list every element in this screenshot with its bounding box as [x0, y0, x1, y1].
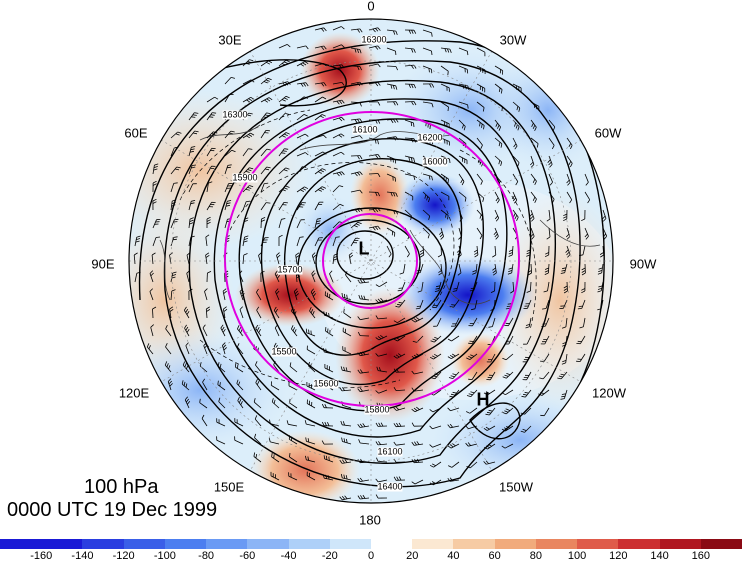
longitude-label-60w: 60W	[595, 127, 622, 140]
colorbar-segment	[701, 539, 742, 549]
colorbar-tick-label: -100	[154, 550, 176, 562]
high-pressure-marker: H	[477, 390, 490, 411]
contour-label: 16100	[377, 448, 402, 457]
colorbar-segment	[412, 539, 453, 549]
longitude-label-120w: 120W	[592, 387, 626, 400]
valid-time-label: 0000 UTC 19 Dec 1999	[7, 500, 217, 520]
colorbar-tick-label: -140	[71, 550, 93, 562]
colorbar-segment	[289, 539, 330, 549]
contour-label: 16400	[377, 483, 402, 492]
colorbar-tick-label: 20	[406, 550, 418, 562]
longitude-label-30w: 30W	[500, 34, 527, 47]
colorbar-segment	[577, 539, 618, 549]
contour-label: 15600	[313, 380, 338, 389]
contour-label: 15500	[271, 348, 296, 357]
colorbar-segment	[660, 539, 701, 549]
colorbar-segment	[165, 539, 206, 549]
colorbar-segment	[453, 539, 494, 549]
contour-label: 15700	[277, 266, 302, 275]
longitude-label-90e: 90E	[91, 258, 114, 271]
colorbar-segment	[0, 539, 41, 549]
contour-label: 15900	[232, 174, 257, 183]
longitude-label-90w: 90W	[630, 258, 657, 271]
contour-label: 16300	[222, 111, 247, 120]
colorbar-tick-label: -160	[30, 550, 52, 562]
colorbar-segment	[124, 539, 165, 549]
colorbar-segment	[247, 539, 288, 549]
colorbar-tick-label: 160	[692, 550, 710, 562]
colorbar-tick-label: 140	[650, 550, 668, 562]
colorbar-segment	[495, 539, 536, 549]
colorbar-segment	[206, 539, 247, 549]
colorbar-tick-label: -80	[198, 550, 214, 562]
longitude-label-120e: 120E	[119, 387, 149, 400]
contour-label: 16000	[422, 158, 447, 167]
colorbar-tick-label: 120	[609, 550, 627, 562]
contour-label: 16100	[352, 126, 377, 135]
contour-label: 15800	[364, 406, 389, 415]
colorbar-tick-label: 60	[489, 550, 501, 562]
colorbar-tick-label: -20	[322, 550, 338, 562]
colorbar-tick-label: 40	[447, 550, 459, 562]
longitude-label-60e: 60E	[124, 127, 147, 140]
contour-label: 16300	[361, 36, 386, 45]
colorbar-segment	[41, 539, 82, 549]
longitude-label-0: 0	[367, 0, 374, 13]
longitude-label-30e: 30E	[218, 34, 241, 47]
colorbar-tick-label: 100	[568, 550, 586, 562]
colorbar-tick-label: 80	[530, 550, 542, 562]
colorbar-segment	[82, 539, 123, 549]
pressure-level-label: 100 hPa	[84, 477, 159, 497]
colorbar-segment	[330, 539, 371, 549]
colorbar-tick-label: -40	[281, 550, 297, 562]
contour-label: 16200	[417, 134, 442, 143]
colorbar-tick-label: -120	[113, 550, 135, 562]
colorbar-tick-label: -60	[239, 550, 255, 562]
colorbar-segment	[371, 539, 412, 549]
longitude-label-150e: 150E	[214, 481, 244, 494]
longitude-label-180: 180	[359, 514, 381, 527]
longitude-label-150w: 150W	[499, 481, 533, 494]
low-pressure-marker: L	[359, 239, 370, 260]
colorbar-segment	[536, 539, 577, 549]
colorbar-tick-label: 0	[368, 550, 374, 562]
colorbar	[0, 539, 742, 549]
colorbar-segment	[618, 539, 659, 549]
